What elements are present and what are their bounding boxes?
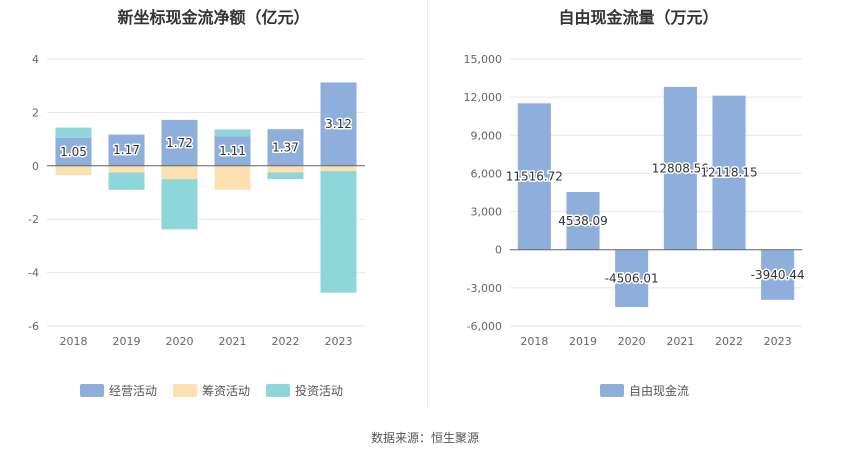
y-tick-label: 15,000: [464, 53, 503, 66]
bar-经营活动: [267, 129, 304, 166]
bar-投资活动: [161, 179, 198, 230]
x-tick-label: 2019: [569, 335, 597, 348]
x-tick-label: 2018: [60, 335, 88, 348]
bar-自由现金流: [761, 249, 795, 300]
y-tick-label: 2: [32, 106, 39, 119]
y-tick-label: 3,000: [471, 206, 503, 219]
bar-筹资活动: [108, 165, 145, 173]
legend-label: 经营活动: [109, 384, 158, 398]
bar-自由现金流: [663, 86, 697, 250]
legend-item[interactable]: 投资活动: [266, 382, 343, 399]
y-tick-label: -3,000: [467, 282, 502, 295]
y-tick-label: 9,000: [471, 129, 503, 142]
x-tick-label: 2021: [219, 335, 247, 348]
bar-经营活动: [55, 137, 92, 166]
y-tick-label: -6: [28, 320, 39, 333]
legend-item[interactable]: 经营活动: [80, 382, 157, 399]
legend-item[interactable]: 筹资活动: [173, 382, 250, 399]
data-label: 3.12: [325, 117, 352, 131]
bar-筹资活动: [161, 165, 198, 180]
x-tick-label: 2018: [520, 335, 548, 348]
bar-投资活动: [320, 171, 357, 293]
bar-投资活动: [214, 129, 251, 137]
data-source: 数据来源：恒生聚源: [370, 431, 479, 445]
y-tick-label: -4: [28, 267, 39, 280]
data-label: 1.05: [60, 145, 87, 159]
bar-筹资活动: [214, 165, 251, 190]
data-label: -4506.01: [605, 271, 659, 285]
data-label: 11516.72: [506, 170, 563, 184]
data-label: -3940.44: [751, 268, 805, 282]
bar-经营活动: [108, 134, 145, 166]
bar-经营活动: [214, 136, 251, 166]
y-tick-label: 4: [32, 53, 39, 66]
x-tick-label: 2019: [113, 335, 141, 348]
x-tick-label: 2023: [325, 335, 353, 348]
legend-item[interactable]: 自由现金流: [600, 382, 689, 399]
bar-筹资活动: [55, 165, 92, 176]
y-tick-label: 0: [495, 244, 502, 257]
legend-swatch: [600, 384, 624, 397]
bar-筹资活动: [267, 165, 304, 173]
data-label: 4538.09: [558, 214, 608, 228]
bar-投资活动: [55, 127, 92, 138]
panel-divider: [427, 0, 428, 408]
data-label: 12808.56: [652, 161, 709, 175]
x-tick-label: 2022: [715, 335, 743, 348]
legend-swatch: [266, 384, 291, 397]
bar-筹资活动: [320, 165, 357, 172]
bar-投资活动: [108, 172, 145, 190]
bar-自由现金流: [566, 192, 600, 250]
bar-自由现金流: [615, 249, 649, 308]
data-label: 12118.15: [700, 166, 757, 180]
y-tick-label: 0: [32, 160, 39, 173]
x-tick-label: 2022: [272, 335, 300, 348]
x-tick-label: 2021: [666, 335, 694, 348]
legend-swatch: [173, 384, 198, 397]
y-tick-label: 12,000: [464, 91, 503, 104]
y-tick-label: -6,000: [467, 320, 502, 333]
data-label: 1.72: [166, 136, 193, 150]
bar-经营活动: [161, 119, 198, 166]
data-label: 1.17: [113, 143, 140, 157]
legend-label: 筹资活动: [202, 384, 251, 398]
bar-自由现金流: [712, 95, 746, 250]
left-chart: -6 -4 -2 0 2 4 2018 2019 2020 2021 2022 2023 1.05 1.1…: [28, 53, 365, 348]
legend-label: 自由现金流: [629, 384, 690, 398]
y-tick-label: -2: [28, 213, 39, 226]
bar-投资活动: [267, 172, 304, 180]
x-tick-label: 2020: [166, 335, 194, 348]
data-label: 1.37: [272, 141, 299, 155]
bar-经营活动: [320, 82, 357, 166]
bar-自由现金流: [517, 103, 551, 250]
right-chart: -6,000 -3,000 0 3,000 6,000 9,000 12,000 15,000…: [464, 53, 807, 348]
data-label: 1.11: [219, 144, 246, 158]
x-tick-label: 2020: [618, 335, 646, 348]
legend-label: 投资活动: [295, 384, 344, 398]
left-legend: 经营活动 筹资活动 投资活动: [80, 382, 359, 399]
legend-swatch: [80, 384, 104, 397]
right-legend: 自由现金流: [600, 382, 705, 399]
left-chart-title: 新坐标现金流净额（亿元）: [117, 8, 310, 27]
x-tick-label: 2023: [764, 335, 792, 348]
right-chart-title: 自由现金流量（万元）: [558, 8, 719, 27]
y-tick-label: 6,000: [471, 167, 503, 180]
